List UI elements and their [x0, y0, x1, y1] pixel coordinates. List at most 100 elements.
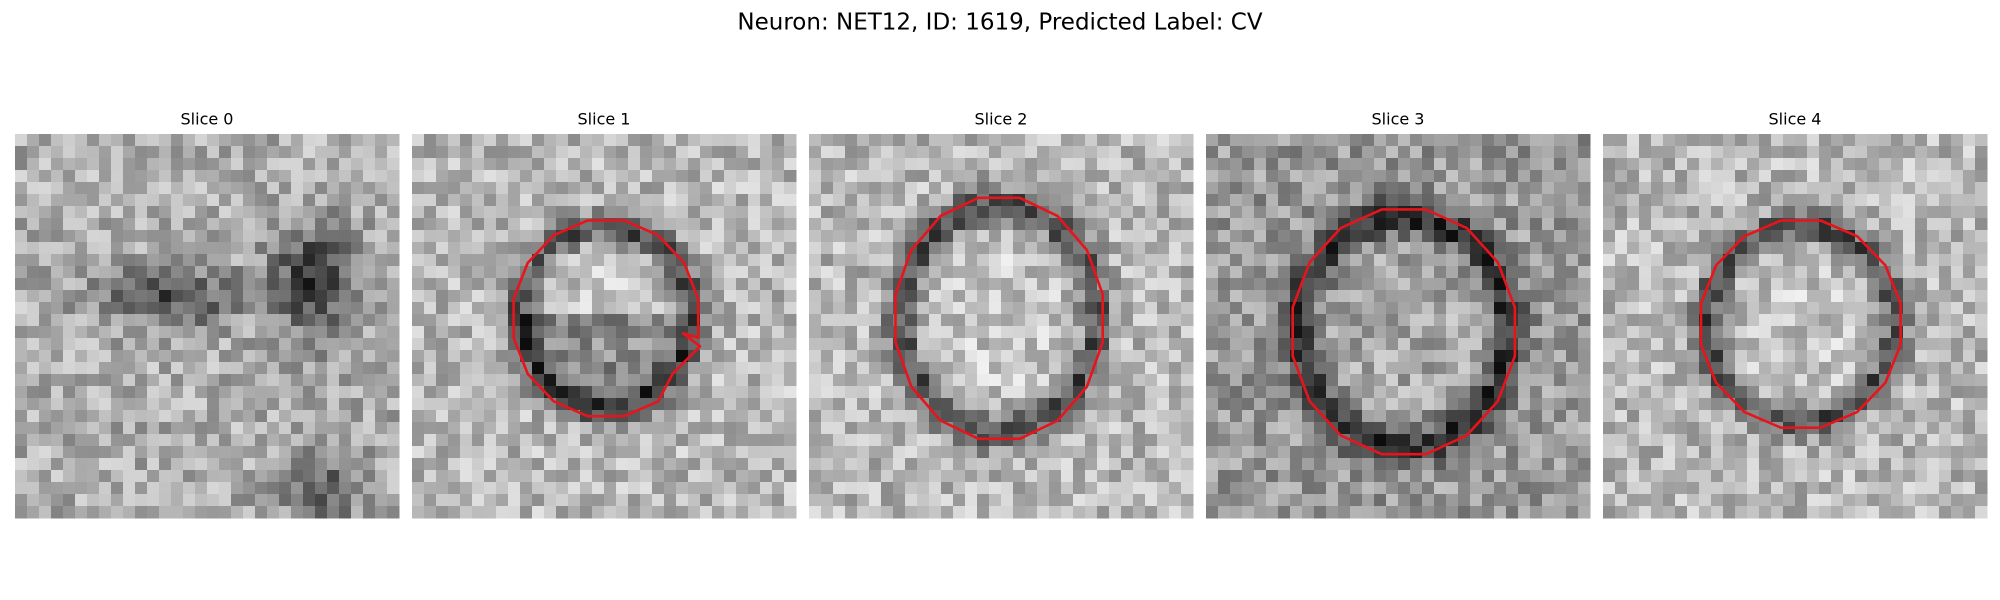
pixel — [1951, 386, 1964, 399]
pixel — [604, 482, 617, 495]
pixel — [111, 182, 124, 195]
pixel — [1687, 374, 1700, 387]
pixel — [941, 362, 954, 375]
pixel — [1218, 254, 1231, 267]
pixel — [1350, 506, 1363, 519]
pixel — [1386, 254, 1399, 267]
pixel — [736, 218, 749, 231]
pixel — [484, 302, 497, 315]
pixel — [51, 326, 64, 339]
pixel — [941, 314, 954, 327]
pixel — [279, 254, 292, 267]
pixel — [171, 230, 184, 243]
pixel — [929, 266, 942, 279]
pixel — [1061, 446, 1074, 459]
pixel — [1482, 158, 1495, 171]
pixel — [1663, 338, 1676, 351]
pixel — [1218, 158, 1231, 171]
pixel — [111, 206, 124, 219]
pixel — [953, 458, 966, 471]
pixel — [688, 410, 701, 423]
pixel — [1915, 266, 1928, 279]
pixel — [1603, 218, 1616, 231]
pixel — [1025, 218, 1038, 231]
pixel — [1843, 302, 1856, 315]
pixel — [496, 242, 509, 255]
pixel — [917, 494, 930, 507]
pixel — [1446, 446, 1459, 459]
pixel — [339, 458, 352, 471]
pixel — [845, 494, 858, 507]
pixel — [941, 338, 954, 351]
pixel — [977, 494, 990, 507]
pixel — [628, 422, 641, 435]
pixel — [1603, 194, 1616, 207]
pixel — [387, 446, 400, 459]
pixel — [1458, 494, 1471, 507]
pixel — [676, 278, 689, 291]
pixel — [1386, 266, 1399, 279]
pixel — [1025, 470, 1038, 483]
pixel — [387, 410, 400, 423]
pixel — [1675, 434, 1688, 447]
pixel — [664, 458, 677, 471]
pixel — [448, 146, 461, 159]
pixel — [700, 362, 713, 375]
pixel — [1350, 134, 1363, 147]
pixel — [1362, 350, 1375, 363]
pixel — [484, 242, 497, 255]
pixel — [905, 470, 918, 483]
pixel — [833, 458, 846, 471]
pixel — [580, 314, 593, 327]
pixel — [628, 338, 641, 351]
pixel — [821, 194, 834, 207]
pixel — [881, 230, 894, 243]
pixel — [1566, 482, 1579, 495]
pixel — [460, 446, 473, 459]
pixel — [1109, 242, 1122, 255]
pixel — [1735, 206, 1748, 219]
pixel — [303, 290, 316, 303]
pixel — [1434, 338, 1447, 351]
pixel — [436, 170, 449, 183]
pixel — [784, 278, 797, 291]
pixel — [965, 314, 978, 327]
pixel — [1001, 158, 1014, 171]
pixel — [1181, 242, 1194, 255]
pixel — [1278, 146, 1291, 159]
pixel — [39, 134, 52, 147]
pixel — [1530, 170, 1543, 183]
pixel — [27, 446, 40, 459]
pixel — [1278, 266, 1291, 279]
pixel — [1723, 350, 1736, 363]
pixel — [375, 350, 388, 363]
pixel — [1121, 278, 1134, 291]
pixel — [1169, 278, 1182, 291]
pixel — [893, 494, 906, 507]
pixel — [63, 434, 76, 447]
pixel — [724, 350, 737, 363]
pixel — [39, 146, 52, 159]
pixel — [1362, 170, 1375, 183]
pixel — [1133, 422, 1146, 435]
pixel — [1783, 386, 1796, 399]
pixel — [1963, 302, 1976, 315]
pixel — [183, 302, 196, 315]
pixel — [1855, 194, 1868, 207]
pixel — [1254, 362, 1267, 375]
pixel — [520, 278, 533, 291]
pixel — [1254, 278, 1267, 291]
pixel — [857, 470, 870, 483]
pixel — [580, 374, 593, 387]
pixel — [1206, 458, 1219, 471]
pixel — [460, 182, 473, 195]
pixel — [580, 278, 593, 291]
pixel — [1891, 410, 1904, 423]
pixel — [1783, 194, 1796, 207]
pixel — [1326, 386, 1339, 399]
pixel — [760, 302, 773, 315]
pixel — [1157, 386, 1170, 399]
pixel — [75, 434, 88, 447]
pixel — [544, 266, 557, 279]
pixel — [1566, 182, 1579, 195]
